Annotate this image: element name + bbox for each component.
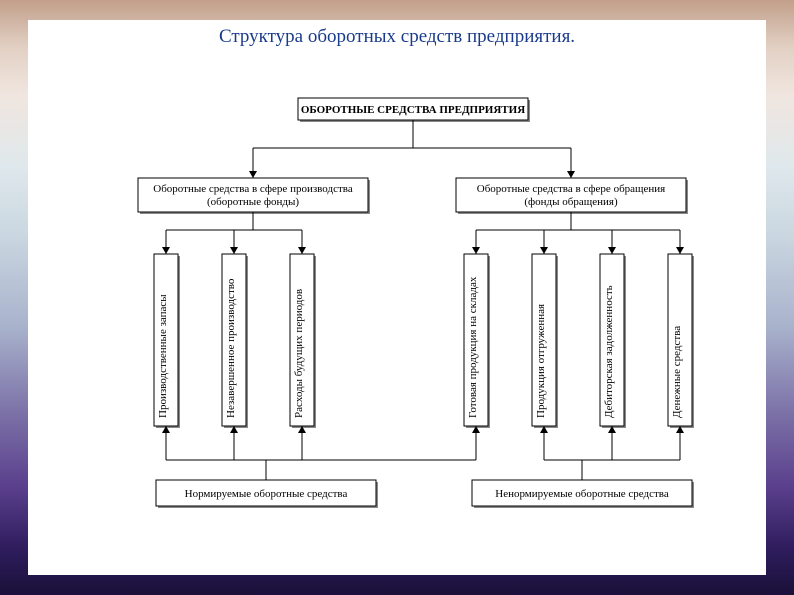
svg-text:Оборотные средства в сфере обр: Оборотные средства в сфере обращения xyxy=(477,183,665,195)
svg-text:Оборотные средства в сфере про: Оборотные средства в сфере производства xyxy=(153,183,353,195)
slide-inner: Структура оборотных средств предприятия.… xyxy=(28,20,766,575)
diagram-svg: ОБОРОТНЫЕ СРЕДСТВА ПРЕДПРИЯТИЯ Оборотные … xyxy=(28,20,766,575)
svg-text:Готовая продукция на складах: Готовая продукция на складах xyxy=(467,276,479,418)
svg-text:(оборотные фонды): (оборотные фонды) xyxy=(207,196,299,208)
svg-text:Расходы будущих периодов: Расходы будущих периодов xyxy=(293,289,305,418)
svg-text:Ненормируемые оборотные средст: Ненормируемые оборотные средства xyxy=(495,488,669,500)
svg-text:Производственные запасы: Производственные запасы xyxy=(157,294,169,418)
svg-text:Незавершенное производство: Незавершенное производство xyxy=(225,278,237,418)
slide-frame: Структура оборотных средств предприятия.… xyxy=(0,0,794,595)
svg-text:ОБОРОТНЫЕ СРЕДСТВА ПРЕДПРИЯТИЯ: ОБОРОТНЫЕ СРЕДСТВА ПРЕДПРИЯТИЯ xyxy=(301,104,525,116)
svg-text:Продукция отгруженная: Продукция отгруженная xyxy=(535,304,547,418)
svg-text:Дебиторская задолженность: Дебиторская задолженность xyxy=(603,285,615,418)
svg-text:(фонды обращения): (фонды обращения) xyxy=(524,196,618,208)
svg-text:Нормируемые оборотные средства: Нормируемые оборотные средства xyxy=(185,488,348,500)
svg-text:Денежные средства: Денежные средства xyxy=(671,326,683,418)
